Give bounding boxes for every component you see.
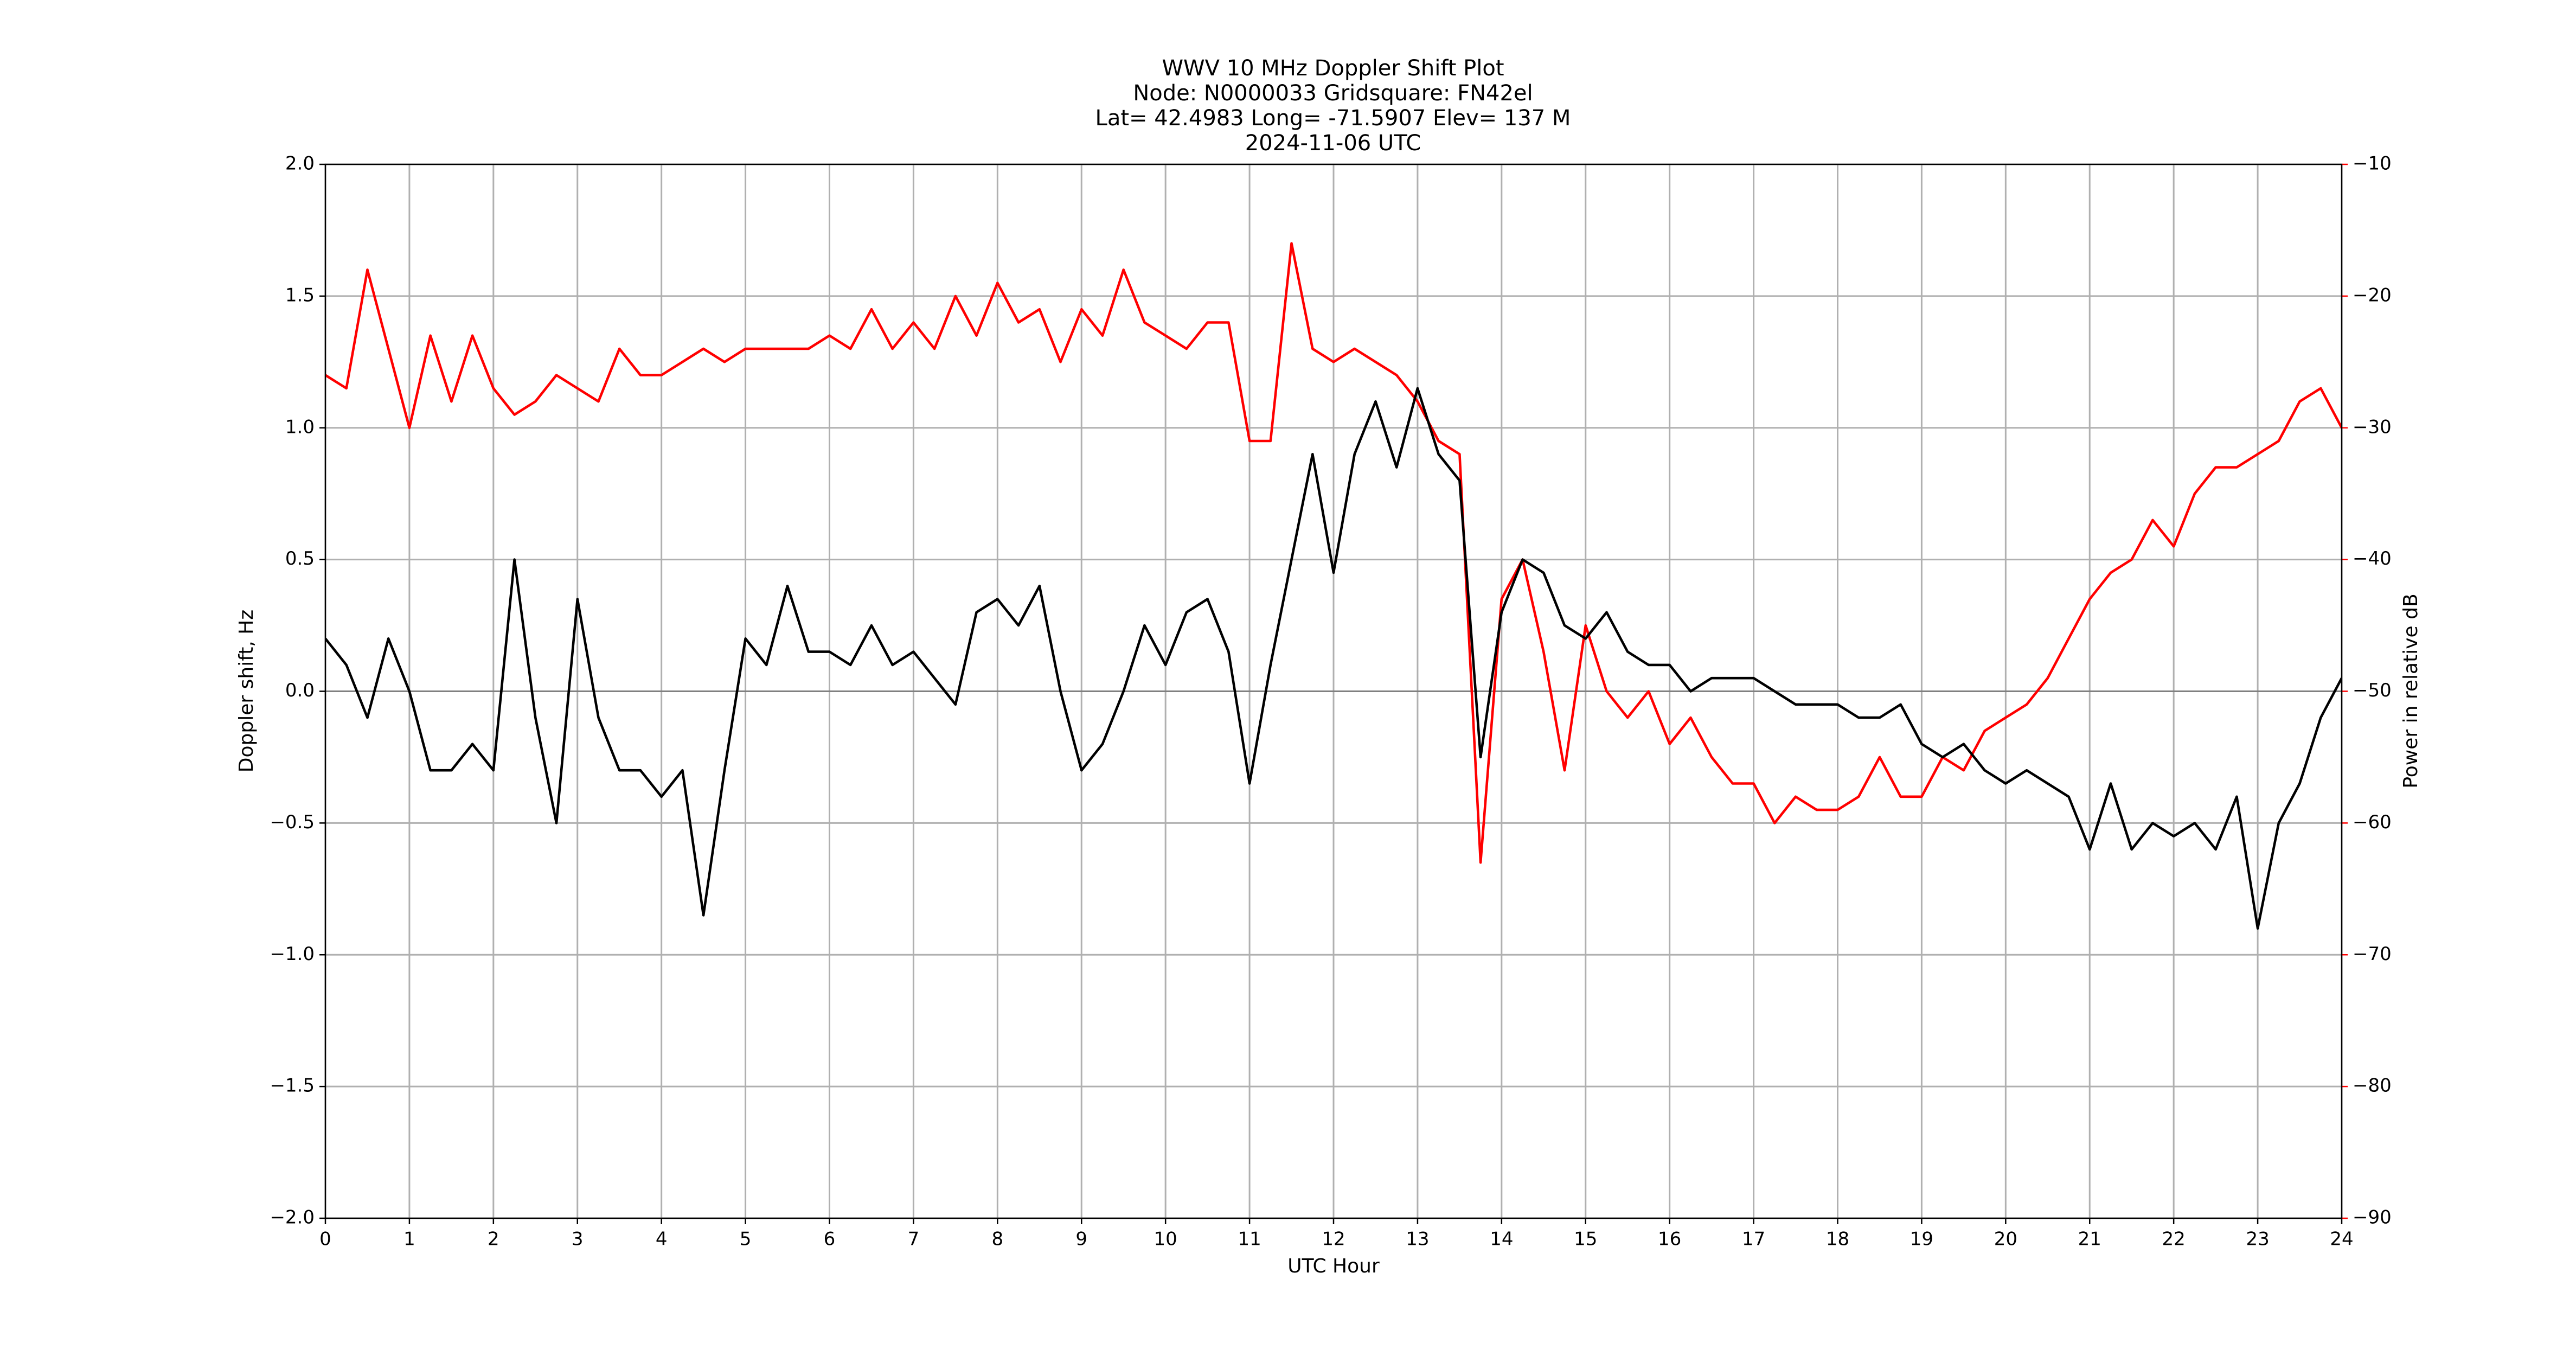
y2-tick-label: −90 xyxy=(2353,1207,2392,1229)
x-tick-label: 21 xyxy=(2078,1229,2101,1250)
chart-title: WWV 10 MHz Doppler Shift Plot xyxy=(1162,56,1504,81)
y-tick-label: 2.0 xyxy=(285,153,315,175)
x-tick-label: 15 xyxy=(1574,1229,1597,1250)
x-tick-label: 12 xyxy=(1322,1229,1345,1250)
y2-tick-label: −20 xyxy=(2353,284,2392,306)
data-line xyxy=(325,387,2342,930)
x-tick-label: 7 xyxy=(908,1229,920,1250)
y2-tick-label: −80 xyxy=(2353,1075,2392,1097)
x-tick-label: 18 xyxy=(1826,1229,1849,1250)
x-axis-label: UTC Hour xyxy=(1287,1255,1380,1277)
chart-subtitle: 2024-11-06 UTC xyxy=(1245,131,1421,156)
x-tick-label: 5 xyxy=(740,1229,752,1250)
x-tick-label: 4 xyxy=(656,1229,668,1250)
y2-tick-label: −10 xyxy=(2353,153,2392,175)
x-tick-label: 11 xyxy=(1238,1229,1261,1250)
plot-frame xyxy=(324,163,2343,1219)
x-tick-label: 23 xyxy=(2246,1229,2269,1250)
y2-tick-label: −40 xyxy=(2353,548,2392,570)
x-tick-label: 0 xyxy=(319,1229,331,1250)
x-tick-label: 17 xyxy=(1742,1229,1765,1250)
y-tick-label: −2.0 xyxy=(270,1207,315,1229)
data-line xyxy=(325,242,2342,864)
y2-axis-label: Power in relative dB xyxy=(2400,593,2422,788)
y-tick-label: 0.5 xyxy=(285,548,315,570)
y-tick-label: 1.0 xyxy=(285,416,315,438)
x-tick-label: 10 xyxy=(1154,1229,1177,1250)
x-tick-label: 14 xyxy=(1490,1229,1513,1250)
x-tick-label: 24 xyxy=(2330,1229,2353,1250)
y-axis-label: Doppler shift, Hz xyxy=(235,610,258,772)
x-tick-label: 22 xyxy=(2162,1229,2186,1250)
x-tick-label: 2 xyxy=(488,1229,499,1250)
x-tick-label: 13 xyxy=(1406,1229,1429,1250)
x-tick-label: 19 xyxy=(1910,1229,1933,1250)
x-tick-label: 1 xyxy=(403,1229,415,1250)
y-tick-label: −1.0 xyxy=(270,943,315,965)
chart-subtitle: Lat= 42.4983 Long= -71.5907 Elev= 137 M xyxy=(1095,106,1571,131)
x-tick-label: 3 xyxy=(572,1229,584,1250)
x-tick-label: 8 xyxy=(992,1229,1004,1250)
y-tick-label: 0.0 xyxy=(285,680,315,701)
chart-subtitle: Node: N0000033 Gridsquare: FN42el xyxy=(1133,81,1533,106)
y-tick-label: 1.5 xyxy=(285,284,315,306)
y2-tick-label: −70 xyxy=(2353,943,2392,965)
y-tick-label: −1.5 xyxy=(270,1075,315,1097)
x-tick-label: 20 xyxy=(1994,1229,2017,1250)
y2-tick-label: −30 xyxy=(2353,416,2392,438)
y2-tick-label: −60 xyxy=(2353,811,2392,833)
x-tick-label: 6 xyxy=(824,1229,836,1250)
y-tick-label: −0.5 xyxy=(270,811,315,833)
y2-tick-label: −50 xyxy=(2353,680,2392,701)
x-tick-label: 16 xyxy=(1658,1229,1681,1250)
x-tick-label: 9 xyxy=(1075,1229,1087,1250)
